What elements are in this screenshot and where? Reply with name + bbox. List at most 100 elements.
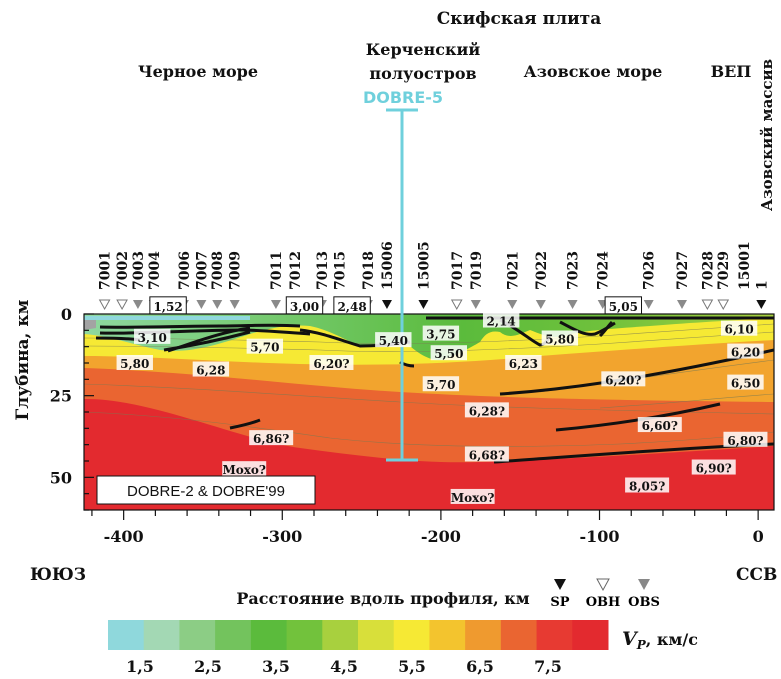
sensor-obs <box>212 300 223 309</box>
velocity-label: 5,80 <box>120 357 149 371</box>
station-label: 7024 <box>596 251 612 290</box>
sensor-obs <box>132 300 143 309</box>
velocity-label-bg <box>505 355 542 370</box>
velocity-label: 6,68? <box>469 448 505 462</box>
velocity-label: 6,10 <box>724 323 753 337</box>
sensor-obs <box>507 300 518 309</box>
velocity-labels: 1,52 3,00 2,48 5,05 3,10 5,70 5,40 3,75 2,14 5,50… <box>116 296 768 505</box>
velocity-label-bg <box>246 338 284 354</box>
dataset-box <box>96 475 316 505</box>
velocity-label-box <box>333 296 371 315</box>
chart-title: Скифская плита <box>437 9 601 29</box>
velocity-label-bg <box>430 345 468 361</box>
sp-legend-label: SP <box>550 595 569 610</box>
velocity-label-bg <box>192 361 230 377</box>
y-axis: 0 25 50 <box>50 305 94 511</box>
velocity-label-bg <box>727 343 764 359</box>
colorbar-tick-label: 5,5 <box>398 657 426 676</box>
colorbar-tick-label: 4,5 <box>330 657 358 676</box>
station-label: 7002 <box>115 251 131 290</box>
velocity-label-bg <box>464 402 509 418</box>
station-label: 7023 <box>566 251 582 290</box>
sensor-obs <box>535 300 546 309</box>
velocity-label-bg <box>691 459 736 475</box>
region-kerch-2: полуостров <box>369 64 476 83</box>
sensor-obs <box>643 300 654 309</box>
velocity-label-bg <box>134 328 171 344</box>
profile-marker-label: DOBRE-5 <box>363 88 443 107</box>
sensor-obh <box>701 299 714 311</box>
velocity-label-bg <box>541 330 579 346</box>
colorbar-swatch <box>322 620 359 650</box>
colorbar-swatch <box>286 620 323 650</box>
station-label: 7029 <box>716 251 732 290</box>
x-tick-label: -300 <box>262 527 302 546</box>
station-label: 7022 <box>534 251 550 290</box>
station-label: 7015 <box>332 251 348 290</box>
station-label: 7028 <box>700 251 716 290</box>
velocity-label-bg <box>422 325 460 341</box>
colorbar-tick-label: 2,5 <box>194 657 222 676</box>
station-label: 7021 <box>505 251 521 290</box>
sp-legend-symbol <box>554 579 566 590</box>
x-tick-label: 0 <box>753 527 764 546</box>
velocity-label-bg <box>375 332 412 348</box>
colorbar-swatch <box>572 620 609 650</box>
sensor-legend: SP OBH OBS <box>550 578 660 610</box>
colorbar-tick-label: 1,5 <box>126 657 154 676</box>
sensor-markers <box>98 299 767 311</box>
velocity-label: 5,70 <box>426 378 455 392</box>
sensor-obs <box>270 300 281 309</box>
station-label: 7013 <box>315 251 331 290</box>
velocity-label: 1,52 <box>153 300 182 314</box>
velocity-label: 6,50 <box>731 377 760 391</box>
velocity-label-bg <box>222 461 267 477</box>
station-label: 7018 <box>361 251 377 290</box>
station-label: 7011 <box>269 251 285 290</box>
velocity-label-box <box>285 296 324 315</box>
velocity-label-bg <box>727 374 764 390</box>
station-label: 7007 <box>194 251 210 290</box>
velocity-label: 6,20 <box>731 346 760 360</box>
station-label: 15001 <box>737 241 753 290</box>
y-tick-label: 50 <box>50 468 72 487</box>
velocity-label: 3,00 <box>290 300 319 314</box>
y-tick-label: 0 <box>61 305 72 324</box>
velocity-label: 5,50 <box>434 347 463 361</box>
colorbar-swatch <box>250 620 288 650</box>
left-edge-gray <box>84 320 96 330</box>
station-label: 15005 <box>416 241 432 290</box>
velocity-label: Мохо? <box>222 463 265 477</box>
velocity-label: 6,28 <box>196 364 225 378</box>
region-azov-massif: Азовский массив <box>758 59 776 211</box>
velocity-label-bg <box>637 417 682 433</box>
station-label: 7001 <box>98 251 114 290</box>
station-label: 7012 <box>288 251 304 290</box>
station-label: 7019 <box>469 251 485 290</box>
colorbar-swatch <box>465 620 502 650</box>
region-vep: ВЕП <box>711 62 752 81</box>
velocity-label: 6,20? <box>605 373 641 387</box>
sensor-obs <box>196 300 207 309</box>
velocity-label-box <box>149 296 187 315</box>
station-label: 7026 <box>642 251 658 290</box>
sensor-obh <box>116 299 128 311</box>
velocity-label: 5,05 <box>609 300 638 314</box>
velocity-label-bg <box>464 446 509 462</box>
water-layer <box>84 316 250 320</box>
velocity-label: 2,14 <box>487 315 516 329</box>
velocity-label-bg <box>601 371 646 387</box>
colorbar-swatch <box>500 620 538 650</box>
colorbar-swatch <box>429 620 466 650</box>
obs-legend-symbol <box>638 579 650 590</box>
sensor-obs <box>229 300 240 309</box>
sensor-obh <box>450 299 463 311</box>
velocity-label: 6,86? <box>253 432 289 446</box>
colorbar-tick-label: 7,5 <box>534 657 562 676</box>
x-axis-label: Расстояние вдоль профиля, км <box>236 589 529 608</box>
dataset-label: DOBRE-2 & DOBRE'99 <box>127 483 285 500</box>
colorbar-swatch <box>536 620 573 650</box>
station-labels: 7001 7002 7003 7004 7006 7007 7008 7009 7011 7012… <box>98 241 771 290</box>
velocity-label: 5,80 <box>545 333 574 347</box>
sensor-obs <box>567 300 578 309</box>
